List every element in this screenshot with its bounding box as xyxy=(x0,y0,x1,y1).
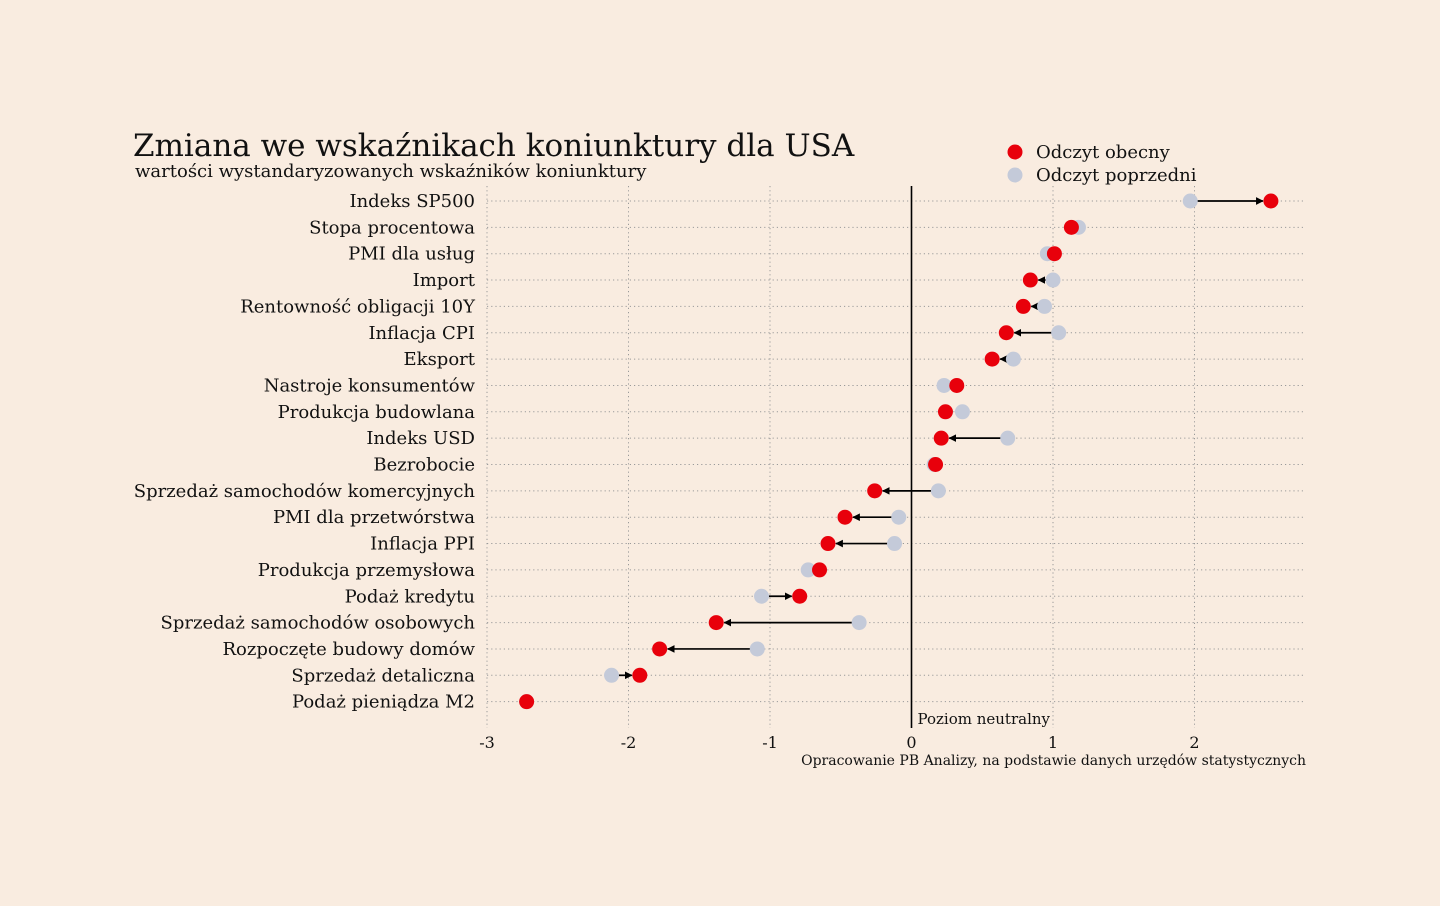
current-point xyxy=(708,615,724,631)
x-tick-labels: -3 -2 -1 0 1 2 xyxy=(479,733,1199,752)
current-point xyxy=(792,588,808,604)
previous-point xyxy=(1005,351,1021,367)
category-labels: Indeks SP500 Stopa procentowa PMI dla usłu… xyxy=(134,191,476,713)
previous-point xyxy=(891,509,907,525)
current-point xyxy=(1022,272,1038,288)
previous-point xyxy=(936,377,952,393)
category-label: Sprzedaż samochodów komercyjnych xyxy=(134,481,476,502)
x-tick-label: 0 xyxy=(906,733,916,752)
current-point xyxy=(632,667,648,683)
previous-point xyxy=(754,588,770,604)
previous-point xyxy=(930,483,946,499)
category-label: Rentowność obligacji 10Y xyxy=(240,296,476,317)
current-point xyxy=(820,536,836,552)
current-point xyxy=(1015,298,1031,314)
current-point xyxy=(867,483,883,499)
current-point xyxy=(1046,246,1062,262)
legend: Odczyt obecny Odczyt poprzedni xyxy=(1007,142,1197,186)
previous-point xyxy=(954,404,970,420)
previous-point xyxy=(749,641,765,657)
previous-point xyxy=(851,615,867,631)
current-point xyxy=(652,641,668,657)
category-label: Indeks USD xyxy=(366,428,475,449)
zero-line-label: Poziom neutralny xyxy=(918,710,1051,728)
current-point xyxy=(928,457,944,472)
x-tick-label: 1 xyxy=(1048,733,1058,752)
current-point xyxy=(837,509,853,525)
category-label: Inflacja PPI xyxy=(370,534,475,555)
legend-marker-previous xyxy=(1007,167,1023,183)
current-point xyxy=(949,377,965,393)
previous-point xyxy=(1045,272,1061,288)
category-label: Import xyxy=(413,270,476,291)
category-label: Nastroje konsumentów xyxy=(264,375,476,396)
current-point xyxy=(1263,193,1279,209)
category-label: Produkcja budowlana xyxy=(278,402,476,423)
previous-point xyxy=(1182,193,1198,209)
connectors xyxy=(618,197,1264,680)
current-point xyxy=(933,430,949,446)
grid xyxy=(486,186,1306,728)
category-label: Rozpoczęte budowy domów xyxy=(222,639,475,660)
current-point xyxy=(812,562,828,578)
legend-label-previous: Odczyt poprzedni xyxy=(1036,165,1197,186)
category-label: Eksport xyxy=(404,349,476,370)
legend-marker-current xyxy=(1007,144,1023,160)
chart-subtitle: wartości wystandaryzowanych wskaźników k… xyxy=(135,161,647,182)
category-label: Inflacja CPI xyxy=(368,323,475,344)
category-label: Podaż pieniądza M2 xyxy=(292,692,475,713)
x-tick-label: -1 xyxy=(762,733,778,752)
current-point xyxy=(984,351,1000,367)
x-tick-label: 2 xyxy=(1189,733,1199,752)
current-point xyxy=(998,325,1014,341)
category-label: PMI dla usług xyxy=(348,244,475,265)
previous-point xyxy=(1037,298,1053,314)
category-label: Sprzedaż detaliczna xyxy=(291,665,475,686)
category-label: Sprzedaż samochodów osobowych xyxy=(161,613,476,634)
previous-point xyxy=(604,667,620,683)
x-tick-label: -2 xyxy=(621,733,637,752)
previous-point xyxy=(1000,430,1016,446)
chart-title: Zmiana we wskaźnikach koniunktury dla US… xyxy=(133,128,855,164)
category-label: Podaż kredytu xyxy=(345,586,475,607)
category-label: Stopa procentowa xyxy=(309,217,475,238)
previous-point xyxy=(887,536,903,552)
current-point xyxy=(937,404,953,420)
x-tick-label: -3 xyxy=(479,733,495,752)
category-label: PMI dla przetwórstwa xyxy=(273,507,475,528)
current-point xyxy=(1063,219,1079,235)
category-label: Bezrobocie xyxy=(373,455,475,476)
category-label: Indeks SP500 xyxy=(349,191,475,212)
previous-point xyxy=(1051,325,1067,341)
source-note: Opracowanie PB Analizy, na podstawie dan… xyxy=(801,753,1306,769)
previous-point xyxy=(800,562,816,578)
legend-label-current: Odczyt obecny xyxy=(1036,142,1171,163)
category-label: Produkcja przemysłowa xyxy=(258,560,476,581)
points xyxy=(519,193,1279,710)
current-point xyxy=(519,694,535,710)
